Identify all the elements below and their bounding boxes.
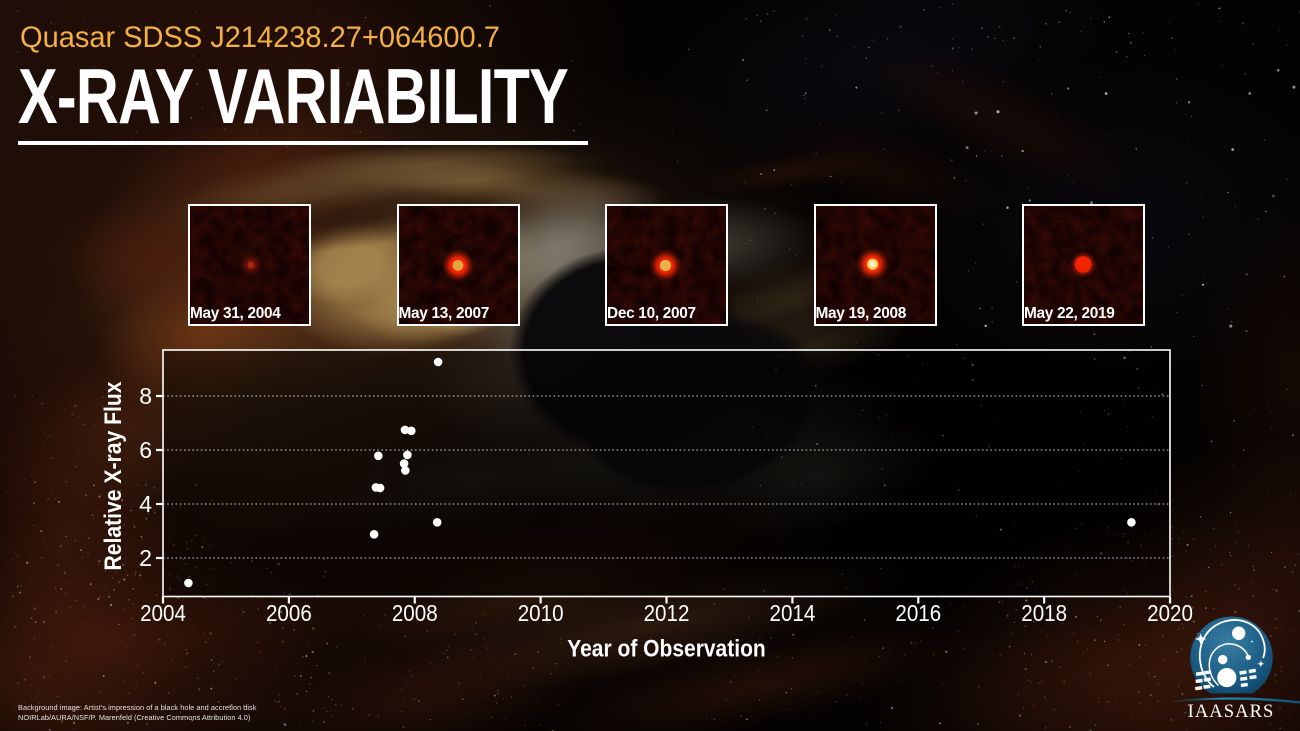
svg-text:2010: 2010 <box>518 600 564 626</box>
svg-text:2006: 2006 <box>266 600 312 626</box>
svg-text:2014: 2014 <box>770 600 816 626</box>
svg-text:2020: 2020 <box>1147 600 1193 626</box>
svg-text:2008: 2008 <box>392 600 438 626</box>
svg-text:Year of Observation: Year of Observation <box>567 636 766 663</box>
svg-text:6: 6 <box>139 437 152 463</box>
svg-text:4: 4 <box>139 491 152 517</box>
svg-text:2016: 2016 <box>895 600 941 626</box>
svg-text:Relative X-ray Flux: Relative X-ray Flux <box>100 381 127 571</box>
svg-text:2004: 2004 <box>140 600 186 626</box>
svg-text:2012: 2012 <box>644 600 690 626</box>
svg-text:2018: 2018 <box>1021 600 1067 626</box>
svg-text:2: 2 <box>139 545 152 571</box>
svg-text:8: 8 <box>139 383 152 409</box>
